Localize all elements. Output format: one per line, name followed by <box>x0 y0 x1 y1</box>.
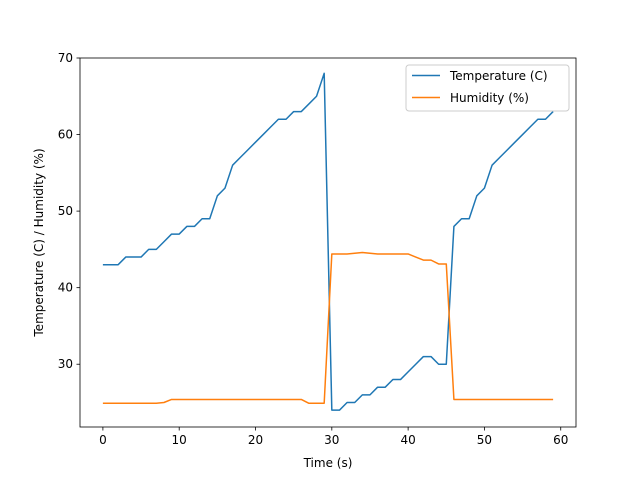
y-tick-label: 30 <box>58 357 73 371</box>
legend-box <box>405 64 570 112</box>
series-layer <box>102 72 554 411</box>
y-tick-label: 70 <box>58 51 73 65</box>
x-axis-ticks: 0 10 20 30 40 50 60 <box>99 427 568 447</box>
y-tick-label: 40 <box>58 281 73 295</box>
legend-label-humidity: Humidity (%) <box>450 91 529 105</box>
y-tick-label: 60 <box>58 128 73 142</box>
series-line-temperature-c <box>102 72 554 411</box>
series-line-humidity <box>102 251 554 405</box>
x-tick-label: 30 <box>324 433 339 447</box>
x-tick-label: 40 <box>400 433 415 447</box>
x-tick-label: 20 <box>248 433 263 447</box>
legend: Temperature (C) Humidity (%) <box>405 64 570 112</box>
x-tick-label: 0 <box>99 433 107 447</box>
x-axis-label: Time (s) <box>303 456 353 470</box>
y-axis-ticks: 30 40 50 60 70 <box>58 51 80 371</box>
x-tick-label: 50 <box>477 433 492 447</box>
x-tick-label: 60 <box>553 433 568 447</box>
y-axis-label: Temperature (C) / Humidity (%) <box>32 148 46 337</box>
legend-label-temperature: Temperature (C) <box>449 69 548 83</box>
x-tick-label: 10 <box>172 433 187 447</box>
plot-frame <box>79 57 577 428</box>
y-tick-label: 50 <box>58 204 73 218</box>
